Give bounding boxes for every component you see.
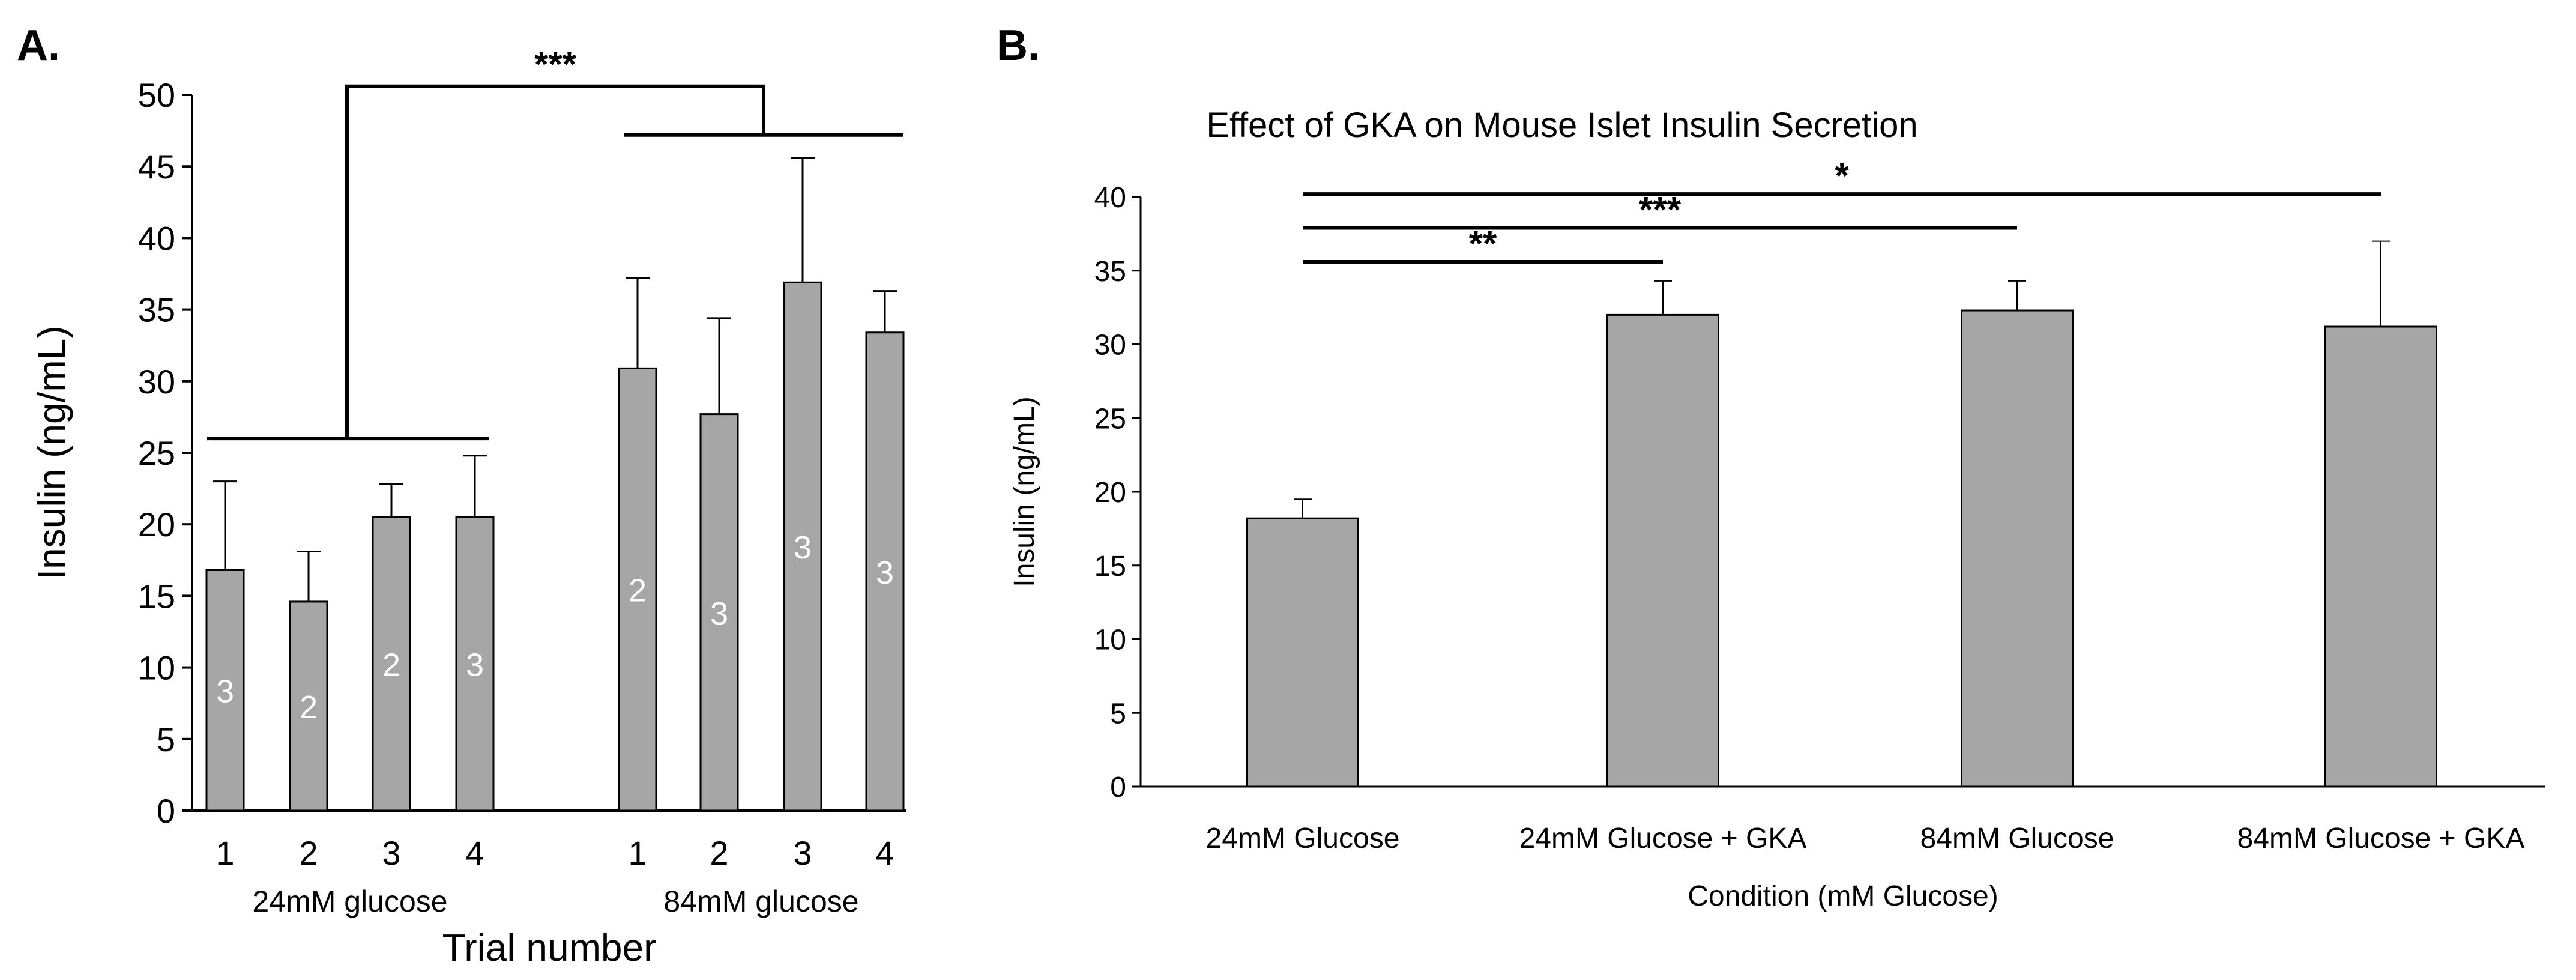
y-tick-label-b: 15 (1094, 551, 1126, 582)
y-tick-label-b: 40 (1094, 182, 1126, 214)
y-tick-label-b: 35 (1094, 256, 1126, 288)
panel-b-label: B. (997, 22, 1040, 70)
panel-a: A. 0 5 10 15 20 25 30 35 40 45 50 Insulin (ng/mL) 3 1… (17, 22, 906, 969)
bar-b (1961, 309, 2074, 788)
y-tick-label-a: 50 (138, 76, 175, 114)
x-tick-label-a: 1 (216, 834, 234, 872)
significance-label-a: *** (534, 44, 577, 85)
x-tick-label-b: 84mM Glucose + GKA (2237, 823, 2525, 854)
group-label-a: 24mM glucose (252, 885, 447, 918)
x-tick-label-a: 2 (299, 834, 318, 872)
y-tick-label-a: 45 (138, 148, 175, 186)
y-axis-title-a: Insulin (ng/mL) (30, 325, 73, 579)
y-tick-label-a: 20 (138, 506, 175, 543)
significance-bracket-a (345, 84, 765, 439)
x-axis-title-a: Trial number (442, 926, 657, 969)
n-label-a: 2 (629, 573, 647, 609)
bar-a (205, 569, 245, 812)
y-tick-label-b: 10 (1094, 625, 1126, 656)
bar-b (1606, 313, 1719, 788)
n-label-a: 3 (710, 596, 728, 632)
x-tick-label-a: 4 (875, 834, 894, 872)
x-tick-label-a: 4 (465, 834, 484, 872)
n-label-a: 2 (300, 689, 318, 725)
chart-title-b: Effect of GKA on Mouse Islet Insulin Sec… (1206, 106, 1917, 145)
x-tick-label-a: 2 (710, 834, 728, 872)
bar-a (865, 331, 905, 812)
bar-a (455, 516, 495, 812)
x-axis-title-b: Condition (mM Glucose) (1688, 880, 1998, 912)
bar-a (699, 413, 739, 812)
y-tick-label-a: 5 (157, 721, 175, 758)
significance-label-b: *** (1639, 190, 1682, 230)
significance-label-b: * (1835, 156, 1849, 196)
n-label-a: 3 (466, 647, 484, 683)
y-tick-label-b: 20 (1094, 477, 1126, 509)
y-tick-label-b: 5 (1110, 698, 1126, 730)
bar-b (1246, 517, 1359, 788)
y-tick-label-a: 40 (138, 219, 175, 257)
x-tick-label-b: 84mM Glucose (1920, 823, 2114, 854)
y-tick-label-a: 35 (138, 291, 175, 329)
y-tick-label-b: 30 (1094, 330, 1126, 361)
group-label-a: 84mM glucose (663, 885, 858, 918)
n-label-a: 3 (216, 674, 234, 710)
bar-b (2324, 325, 2437, 788)
bar-a (783, 281, 822, 812)
bar-a (618, 367, 657, 812)
x-tick-label-a: 3 (382, 834, 400, 872)
x-tick-label-b: 24mM Glucose (1206, 823, 1400, 854)
n-label-a: 2 (382, 647, 400, 683)
y-tick-label-a: 15 (138, 577, 175, 615)
x-tick-label-b: 24mM Glucose + GKA (1519, 823, 1807, 854)
y-tick-label-a: 30 (138, 363, 175, 401)
x-tick-label-a: 3 (793, 834, 812, 872)
y-tick-label-b: 0 (1110, 772, 1126, 803)
n-label-a: 3 (794, 530, 812, 566)
panel-b: B. Effect of GKA on Mouse Islet Insulin … (997, 22, 2545, 912)
y-tick-label-a: 25 (138, 434, 175, 472)
y-tick-label-b: 25 (1094, 403, 1126, 435)
x-tick-label-a: 1 (628, 834, 647, 872)
y-tick-label-a: 0 (157, 792, 175, 830)
y-axis-title-b: Insulin (ng/mL) (1009, 396, 1040, 587)
panel-a-label: A. (17, 22, 60, 70)
y-tick-label-a: 10 (138, 649, 175, 687)
bar-a (372, 516, 411, 812)
n-label-a: 3 (876, 555, 894, 591)
significance-label-b: ** (1469, 223, 1497, 264)
